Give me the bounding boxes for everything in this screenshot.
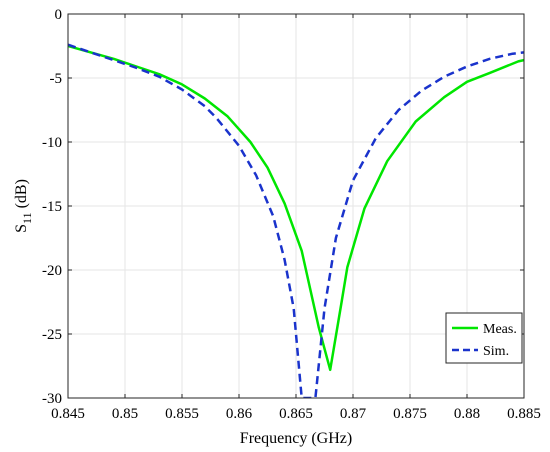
y-axis-label-unit: (dB) [13, 179, 30, 212]
x-tick-label: 0.86 [226, 406, 253, 422]
x-tick-label: 0.85 [112, 406, 138, 422]
legend-box [445, 312, 523, 364]
legend-label-meas: Meas. [483, 322, 517, 337]
legend-label-sim: Sim. [483, 344, 509, 359]
y-tick-label: -5 [50, 71, 63, 87]
series-group [68, 43, 524, 398]
x-tick-label: 0.855 [165, 406, 199, 422]
series-line-1 [68, 43, 524, 398]
y-tick-label: -15 [42, 199, 62, 215]
y-tick-label: -10 [42, 135, 62, 151]
plot-frame [67, 13, 525, 399]
x-tick-label: 0.885 [507, 406, 541, 422]
x-tick-label: 0.875 [393, 406, 427, 422]
y-tick-label: -30 [42, 391, 62, 407]
y-axis-label: S11 (dB) [13, 179, 34, 233]
axis-ticks: 0.845 0.85 0.855 0.86 0.865 0.87 0.875 0.88 0.88… [42, 7, 541, 422]
y-axis-label-main: S [13, 224, 30, 233]
y-tick-label: -20 [42, 263, 62, 279]
legend: Meas. Sim. [445, 312, 523, 364]
y-axis-label-sub: 11 [20, 212, 34, 224]
y-tick-label: 0 [55, 7, 63, 23]
x-tick-label: 0.88 [454, 406, 480, 422]
x-tick-label: 0.845 [51, 406, 85, 422]
series-line-0 [68, 44, 524, 372]
x-axis-label: Frequency (GHz) [240, 430, 352, 447]
x-tick-label: 0.865 [279, 406, 313, 422]
y-tick-label: -25 [42, 327, 62, 343]
x-tick-label: 0.87 [340, 406, 367, 422]
